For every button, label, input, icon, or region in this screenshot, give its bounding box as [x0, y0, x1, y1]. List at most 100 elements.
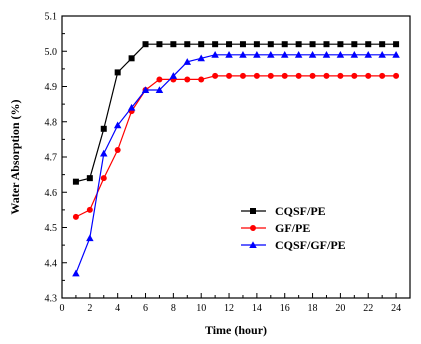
data-point: [114, 69, 121, 76]
legend-label: GF/PE: [275, 221, 310, 235]
series-line: [75, 43, 397, 183]
y-tick-label: 5.0: [45, 47, 58, 58]
legend-marker: [250, 225, 256, 231]
ticks-layer: 0 2 4 6 8 10 12 14 16 18 20 22 244.34.44.54.64.74.84…: [45, 12, 402, 315]
data-point: [169, 72, 178, 79]
data-point: [322, 51, 331, 58]
data-point: [337, 41, 344, 48]
data-point: [295, 72, 302, 79]
data-point: [100, 125, 107, 132]
data-point: [197, 54, 205, 62]
x-tick-label: 6: [143, 303, 148, 314]
x-tick-label: 16: [280, 303, 290, 314]
data-point: [212, 41, 219, 48]
data-point: [225, 51, 233, 58]
data-point: [100, 149, 108, 157]
legend-label: CQSF/GF/PE: [275, 238, 346, 252]
x-tick-label: 0: [60, 303, 65, 314]
data-point: [364, 51, 372, 58]
data-point: [155, 86, 164, 94]
data-point: [281, 72, 288, 79]
data-point: [351, 41, 358, 48]
data-point: [309, 41, 316, 48]
y-tick-label: 4.9: [45, 82, 58, 93]
data-point: [72, 269, 80, 277]
data-point: [86, 234, 94, 242]
data-point: [239, 51, 247, 58]
x-tick-label: 24: [391, 303, 401, 314]
x-axis-title: Time (hour): [205, 323, 267, 337]
legend-label: CQSF/PE: [275, 204, 326, 218]
data-point: [156, 76, 163, 83]
data-point: [393, 41, 400, 48]
x-tick-label: 2: [87, 303, 92, 314]
data-point: [393, 72, 400, 79]
data-point: [294, 51, 303, 58]
data-point: [183, 58, 192, 65]
x-tick-label: 20: [335, 303, 345, 314]
x-tick-label: 14: [252, 303, 262, 314]
data-point: [239, 72, 246, 79]
x-tick-label: 4: [115, 303, 120, 314]
data-point: [253, 51, 261, 58]
data-point: [226, 72, 233, 79]
data-point: [392, 51, 400, 58]
y-tick-label: 4.4: [45, 258, 58, 269]
data-point: [156, 41, 163, 48]
x-tick-label: 18: [308, 303, 318, 314]
data-point: [142, 41, 149, 48]
y-tick-label: 4.5: [45, 223, 58, 234]
data-point: [114, 146, 121, 153]
legend: CQSF/PE GF/PE CQSF/GF/PE: [241, 204, 346, 252]
data-point: [253, 41, 260, 48]
data-point: [198, 41, 205, 48]
data-point: [365, 72, 372, 79]
data-point: [323, 72, 330, 79]
data-point: [323, 41, 330, 48]
data-point: [226, 41, 233, 48]
data-point: [72, 178, 79, 185]
data-point: [267, 41, 274, 48]
y-axis-title: Water Absorption (%): [8, 99, 22, 214]
data-point: [86, 175, 93, 182]
data-point: [337, 72, 344, 79]
y-tick-label: 4.7: [45, 153, 58, 164]
data-point: [379, 72, 386, 79]
data-point: [170, 41, 177, 48]
y-tick-label: 4.6: [45, 188, 58, 199]
data-point: [378, 51, 386, 58]
data-point: [141, 86, 150, 94]
data-point: [72, 213, 79, 220]
data-point: [281, 41, 288, 48]
data-point: [379, 41, 386, 48]
data-point: [184, 76, 191, 83]
data-point: [350, 51, 359, 58]
y-tick-label: 4.8: [45, 117, 58, 128]
data-point: [351, 72, 358, 79]
data-point: [267, 72, 274, 79]
data-point: [128, 55, 135, 62]
y-tick-label: 5.1: [45, 12, 58, 23]
data-point: [280, 51, 289, 58]
x-tick-label: 8: [171, 303, 176, 314]
data-point: [267, 51, 275, 58]
legend-marker: [250, 208, 256, 214]
data-point: [113, 121, 122, 129]
data-point: [127, 103, 136, 111]
legend-marker: [249, 241, 257, 248]
data-point: [308, 51, 317, 58]
data-point: [100, 175, 107, 182]
series-layer: [72, 41, 400, 277]
data-point: [212, 72, 219, 79]
x-tick-label: 12: [224, 303, 234, 314]
series-GF/PE: [72, 72, 400, 220]
series-line: [75, 75, 397, 218]
x-tick-label: 22: [363, 303, 373, 314]
series-CQSF/PE: [72, 41, 400, 185]
x-tick-label: 10: [196, 303, 206, 314]
series-CQSF/GF/PE: [72, 51, 400, 277]
data-point: [295, 41, 302, 48]
data-point: [211, 51, 219, 58]
data-point: [86, 206, 93, 213]
